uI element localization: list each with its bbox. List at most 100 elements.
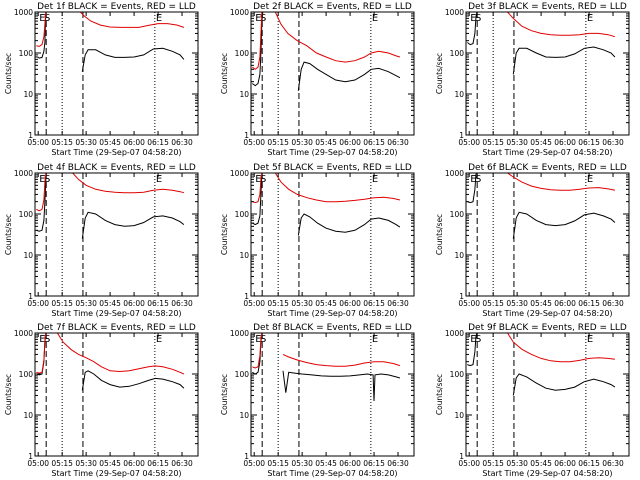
panel-title: Det 2f BLACK = Events, RED = LLD <box>253 2 412 12</box>
y-tick-label: 1000 <box>14 169 33 178</box>
marker-label: E <box>255 174 261 185</box>
x-tick-label: 05:45 <box>530 299 552 308</box>
x-tick-label: 05:30 <box>75 459 97 468</box>
y-tick-label: 100 <box>235 370 250 379</box>
y-tick-label: 1000 <box>14 8 33 17</box>
y-tick-label: 1 <box>28 292 33 301</box>
x-tick-label: 05:15 <box>51 459 73 468</box>
marker-label: E <box>587 334 593 345</box>
x-tick-label: 06:00 <box>123 138 145 147</box>
y-axis-label: Counts/sec <box>435 214 444 255</box>
x-tick-label: 05:30 <box>75 138 97 147</box>
marker-label: E <box>39 174 45 185</box>
y-tick-label: 10 <box>239 90 249 99</box>
marker-label: E <box>470 174 476 185</box>
marker-label: S <box>44 174 50 185</box>
x-tick-label: 05:45 <box>315 299 337 308</box>
y-tick-label: 10 <box>23 251 33 260</box>
x-tick-label: 05:15 <box>267 138 289 147</box>
lld-series-line <box>80 12 185 28</box>
marker-label: E <box>587 174 593 185</box>
y-tick-label: 10 <box>239 411 249 420</box>
marker-label: E <box>156 334 162 345</box>
lld-series-line <box>36 333 47 374</box>
marker-label: E <box>470 334 476 345</box>
x-tick-label: 06:15 <box>147 138 169 147</box>
x-tick-label: 05:15 <box>51 138 73 147</box>
x-tick-label: 06:00 <box>123 299 145 308</box>
y-tick-label: 1 <box>244 131 249 140</box>
x-axis-label: Start Time (29-Sep-07 04:58:20) <box>482 469 612 478</box>
x-tick-label: 05:45 <box>99 299 121 308</box>
marker-label: E <box>470 13 476 24</box>
x-tick-label: 05:15 <box>267 299 289 308</box>
events-series-line <box>81 47 185 72</box>
x-tick-label: 06:30 <box>387 459 409 468</box>
marker-label: S <box>260 13 266 24</box>
x-tick-label: 05:45 <box>530 138 552 147</box>
x-tick-label: 05:45 <box>530 459 552 468</box>
y-tick-label: 100 <box>19 370 34 379</box>
events-series-line <box>297 213 401 236</box>
panel-title: Det 5f BLACK = Events, RED = LLD <box>253 163 412 173</box>
y-tick-label: 10 <box>239 251 249 260</box>
panel-title: Det 3f BLACK = Events, RED = LLD <box>468 2 627 12</box>
series-group <box>36 12 185 72</box>
x-tick-label: 05:30 <box>506 299 528 308</box>
y-axis-label: Counts/sec <box>220 53 229 94</box>
x-tick-label: 05:30 <box>506 459 528 468</box>
x-tick-label: 05:30 <box>291 299 313 308</box>
y-tick-label: 10 <box>454 411 464 420</box>
plot-frame <box>34 172 199 297</box>
x-tick-label: 05:00 <box>243 299 265 308</box>
events-series-line <box>512 46 616 75</box>
lld-series-line <box>507 173 615 191</box>
y-tick-label: 100 <box>19 210 34 219</box>
x-tick-label: 06:30 <box>387 138 409 147</box>
y-axis-label: Counts/sec <box>4 374 13 415</box>
series-group <box>467 333 616 396</box>
panel-title: Det 6f BLACK = Events, RED = LLD <box>468 163 627 173</box>
x-tick-label: 06:30 <box>171 138 193 147</box>
panel-title: Det 9f BLACK = Events, RED = LLD <box>468 323 627 333</box>
lld-series-line <box>282 353 401 367</box>
y-tick-label: 1 <box>459 452 464 461</box>
y-tick-label: 1 <box>459 292 464 301</box>
x-axis-label: Start Time (29-Sep-07 04:58:20) <box>267 148 397 157</box>
x-tick-label: 06:15 <box>147 299 169 308</box>
plot-frame <box>250 11 415 136</box>
x-tick-label: 05:00 <box>458 299 480 308</box>
y-tick-label: 10 <box>454 90 464 99</box>
x-tick-label: 06:15 <box>363 138 385 147</box>
x-tick-label: 06:30 <box>602 459 624 468</box>
panel-title: Det 8f BLACK = Events, RED = LLD <box>253 323 412 333</box>
events-series-line <box>512 211 616 239</box>
x-tick-label: 05:30 <box>506 138 528 147</box>
lld-series-line <box>56 333 185 375</box>
y-tick-label: 1000 <box>445 329 464 338</box>
x-tick-label: 06:00 <box>123 459 145 468</box>
plot-frame <box>465 11 630 136</box>
lld-series-line <box>274 12 401 63</box>
lld-series-line <box>507 12 616 38</box>
y-tick-label: 10 <box>23 90 33 99</box>
x-tick-label: 06:30 <box>171 299 193 308</box>
y-tick-label: 100 <box>235 210 250 219</box>
panel-title: Det 1f BLACK = Events, RED = LLD <box>37 2 196 12</box>
x-tick-label: 05:45 <box>99 138 121 147</box>
events-series-line <box>81 211 185 239</box>
y-axis-label: Counts/sec <box>4 214 13 255</box>
series-group <box>36 333 185 391</box>
x-tick-label: 05:30 <box>291 138 313 147</box>
x-axis-label: Start Time (29-Sep-07 04:58:20) <box>267 469 397 478</box>
events-series-line <box>81 370 185 391</box>
marker-label: S <box>44 13 50 24</box>
plot-frame <box>250 172 415 297</box>
y-tick-label: 1 <box>28 131 33 140</box>
y-tick-label: 100 <box>235 49 250 58</box>
